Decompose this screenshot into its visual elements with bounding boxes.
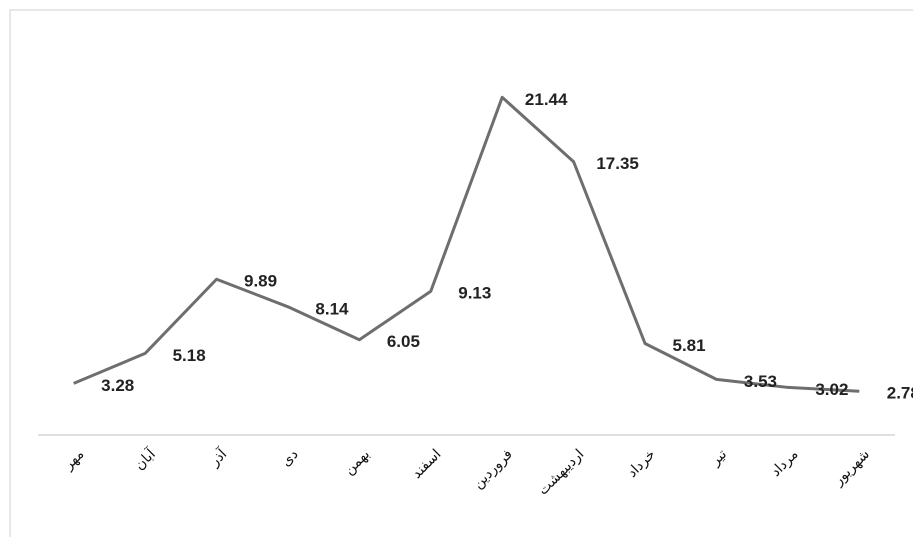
data-label: 3.28 [101,376,134,395]
x-tick-label: فروردین [470,446,516,492]
x-tick-label: اسفند [409,446,445,482]
x-tick-label: آذر [206,445,231,470]
data-label: 2.78 [887,384,913,403]
x-tick-label: بهمن [341,446,373,478]
data-label: 9.89 [244,272,277,291]
data-label: 6.05 [387,332,420,351]
chart-frame [9,9,913,537]
data-line [73,95,860,393]
x-tick-label: شهریور [830,446,873,489]
x-tick-label: دی [278,446,301,469]
x-tick-label: مرداد [768,446,802,480]
data-label: 5.81 [672,336,705,355]
x-tick-label: تیر [707,446,730,469]
data-label: 21.44 [525,90,568,109]
data-label: 3.02 [815,380,848,399]
data-label: 5.18 [173,346,206,365]
x-tick-label: خرداد [624,446,658,480]
x-tick-label: آبان [131,445,160,474]
data-label: 8.14 [315,299,349,318]
data-label: 9.13 [458,284,491,303]
data-label: 17.35 [596,154,639,173]
x-tick-label: مهر [60,446,87,473]
x-tick-label: اردیبهشت [535,446,587,498]
data-label: 3.53 [744,372,777,391]
